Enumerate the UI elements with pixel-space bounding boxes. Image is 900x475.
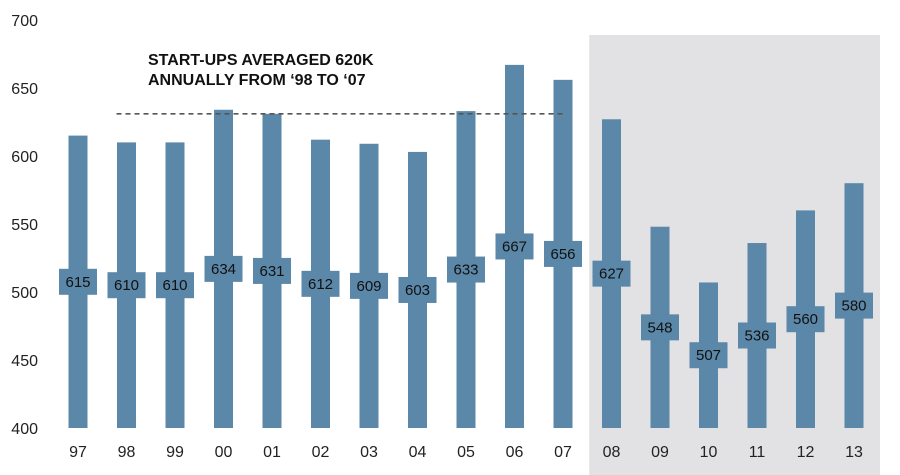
annotation-line-2: ANNUALLY FROM ‘98 TO ‘07 — [148, 72, 366, 89]
x-tick-label: 05 — [457, 444, 475, 461]
data-label-box — [204, 255, 243, 282]
x-axis: 97 98 99 00 01 02 03 04 05 06 07 08 09 10 11 12 13 — [69, 444, 863, 461]
annotation: START-UPS AVERAGED 620K ANNUALLY FROM ‘9… — [148, 52, 374, 89]
x-tick-label: 02 — [312, 444, 330, 461]
data-label: 560 — [793, 311, 818, 328]
y-tick-label: 600 — [11, 149, 38, 166]
x-tick-label: 09 — [651, 444, 669, 461]
data-label-box — [592, 260, 631, 287]
x-tick-label: 01 — [263, 444, 281, 461]
data-label-box — [301, 270, 340, 297]
x-tick-label: 10 — [700, 444, 718, 461]
data-label-box — [59, 268, 97, 295]
data-label-box — [738, 322, 776, 349]
annotation-line-1: START-UPS AVERAGED 620K — [148, 52, 374, 69]
data-label-box — [689, 342, 728, 369]
y-tick-label: 700 — [11, 13, 38, 30]
data-label-box — [253, 257, 291, 284]
data-label-box — [398, 276, 437, 303]
x-tick-label: 11 — [749, 444, 766, 461]
data-label-box — [350, 272, 388, 299]
x-tick-label: 12 — [797, 444, 815, 461]
data-label: 610 — [114, 277, 139, 294]
data-label-box — [107, 272, 146, 299]
x-tick-label: 99 — [166, 444, 184, 461]
data-label-box — [786, 306, 825, 333]
x-tick-label: 98 — [118, 444, 136, 461]
x-tick-label: 00 — [215, 444, 233, 461]
data-label: 609 — [356, 278, 381, 295]
x-tick-label: 03 — [360, 444, 378, 461]
data-label: 612 — [308, 276, 333, 293]
data-label-box — [447, 256, 485, 283]
x-tick-label: 97 — [69, 444, 87, 461]
data-label-box — [495, 233, 534, 260]
data-label: 633 — [453, 262, 478, 279]
data-label: 631 — [259, 263, 284, 280]
data-label: 603 — [405, 282, 430, 299]
data-label-box — [544, 240, 582, 267]
x-tick-label: 07 — [554, 444, 572, 461]
data-label: 615 — [65, 274, 90, 291]
data-label-box — [156, 272, 194, 299]
data-label: 656 — [550, 246, 575, 263]
shaded-region — [589, 35, 880, 428]
data-label: 610 — [162, 277, 187, 294]
x-tick-label: 08 — [603, 444, 621, 461]
y-tick-label: 400 — [11, 421, 38, 438]
data-label: 536 — [744, 328, 769, 345]
bars: 615 610 610 634 631 612 609 603 633 667 656 627 548 5… — [59, 64, 873, 429]
x-tick-label: 06 — [506, 444, 524, 461]
data-label: 580 — [841, 298, 866, 315]
y-axis: 400 450 500 550 600 650 700 — [11, 13, 38, 438]
y-tick-label: 550 — [11, 217, 38, 234]
y-tick-label: 450 — [11, 353, 38, 370]
data-label: 627 — [599, 266, 624, 283]
x-tick-label: 13 — [845, 444, 863, 461]
y-tick-label: 500 — [11, 285, 38, 302]
data-label: 634 — [211, 261, 236, 278]
y-tick-label: 650 — [11, 81, 38, 98]
data-label-box — [641, 314, 679, 341]
shaded-axis-band — [589, 428, 880, 475]
data-label: 548 — [647, 319, 672, 336]
data-label-box — [835, 292, 873, 319]
data-label: 507 — [696, 347, 721, 364]
x-tick-label: 04 — [409, 444, 427, 461]
data-label: 667 — [502, 238, 527, 255]
